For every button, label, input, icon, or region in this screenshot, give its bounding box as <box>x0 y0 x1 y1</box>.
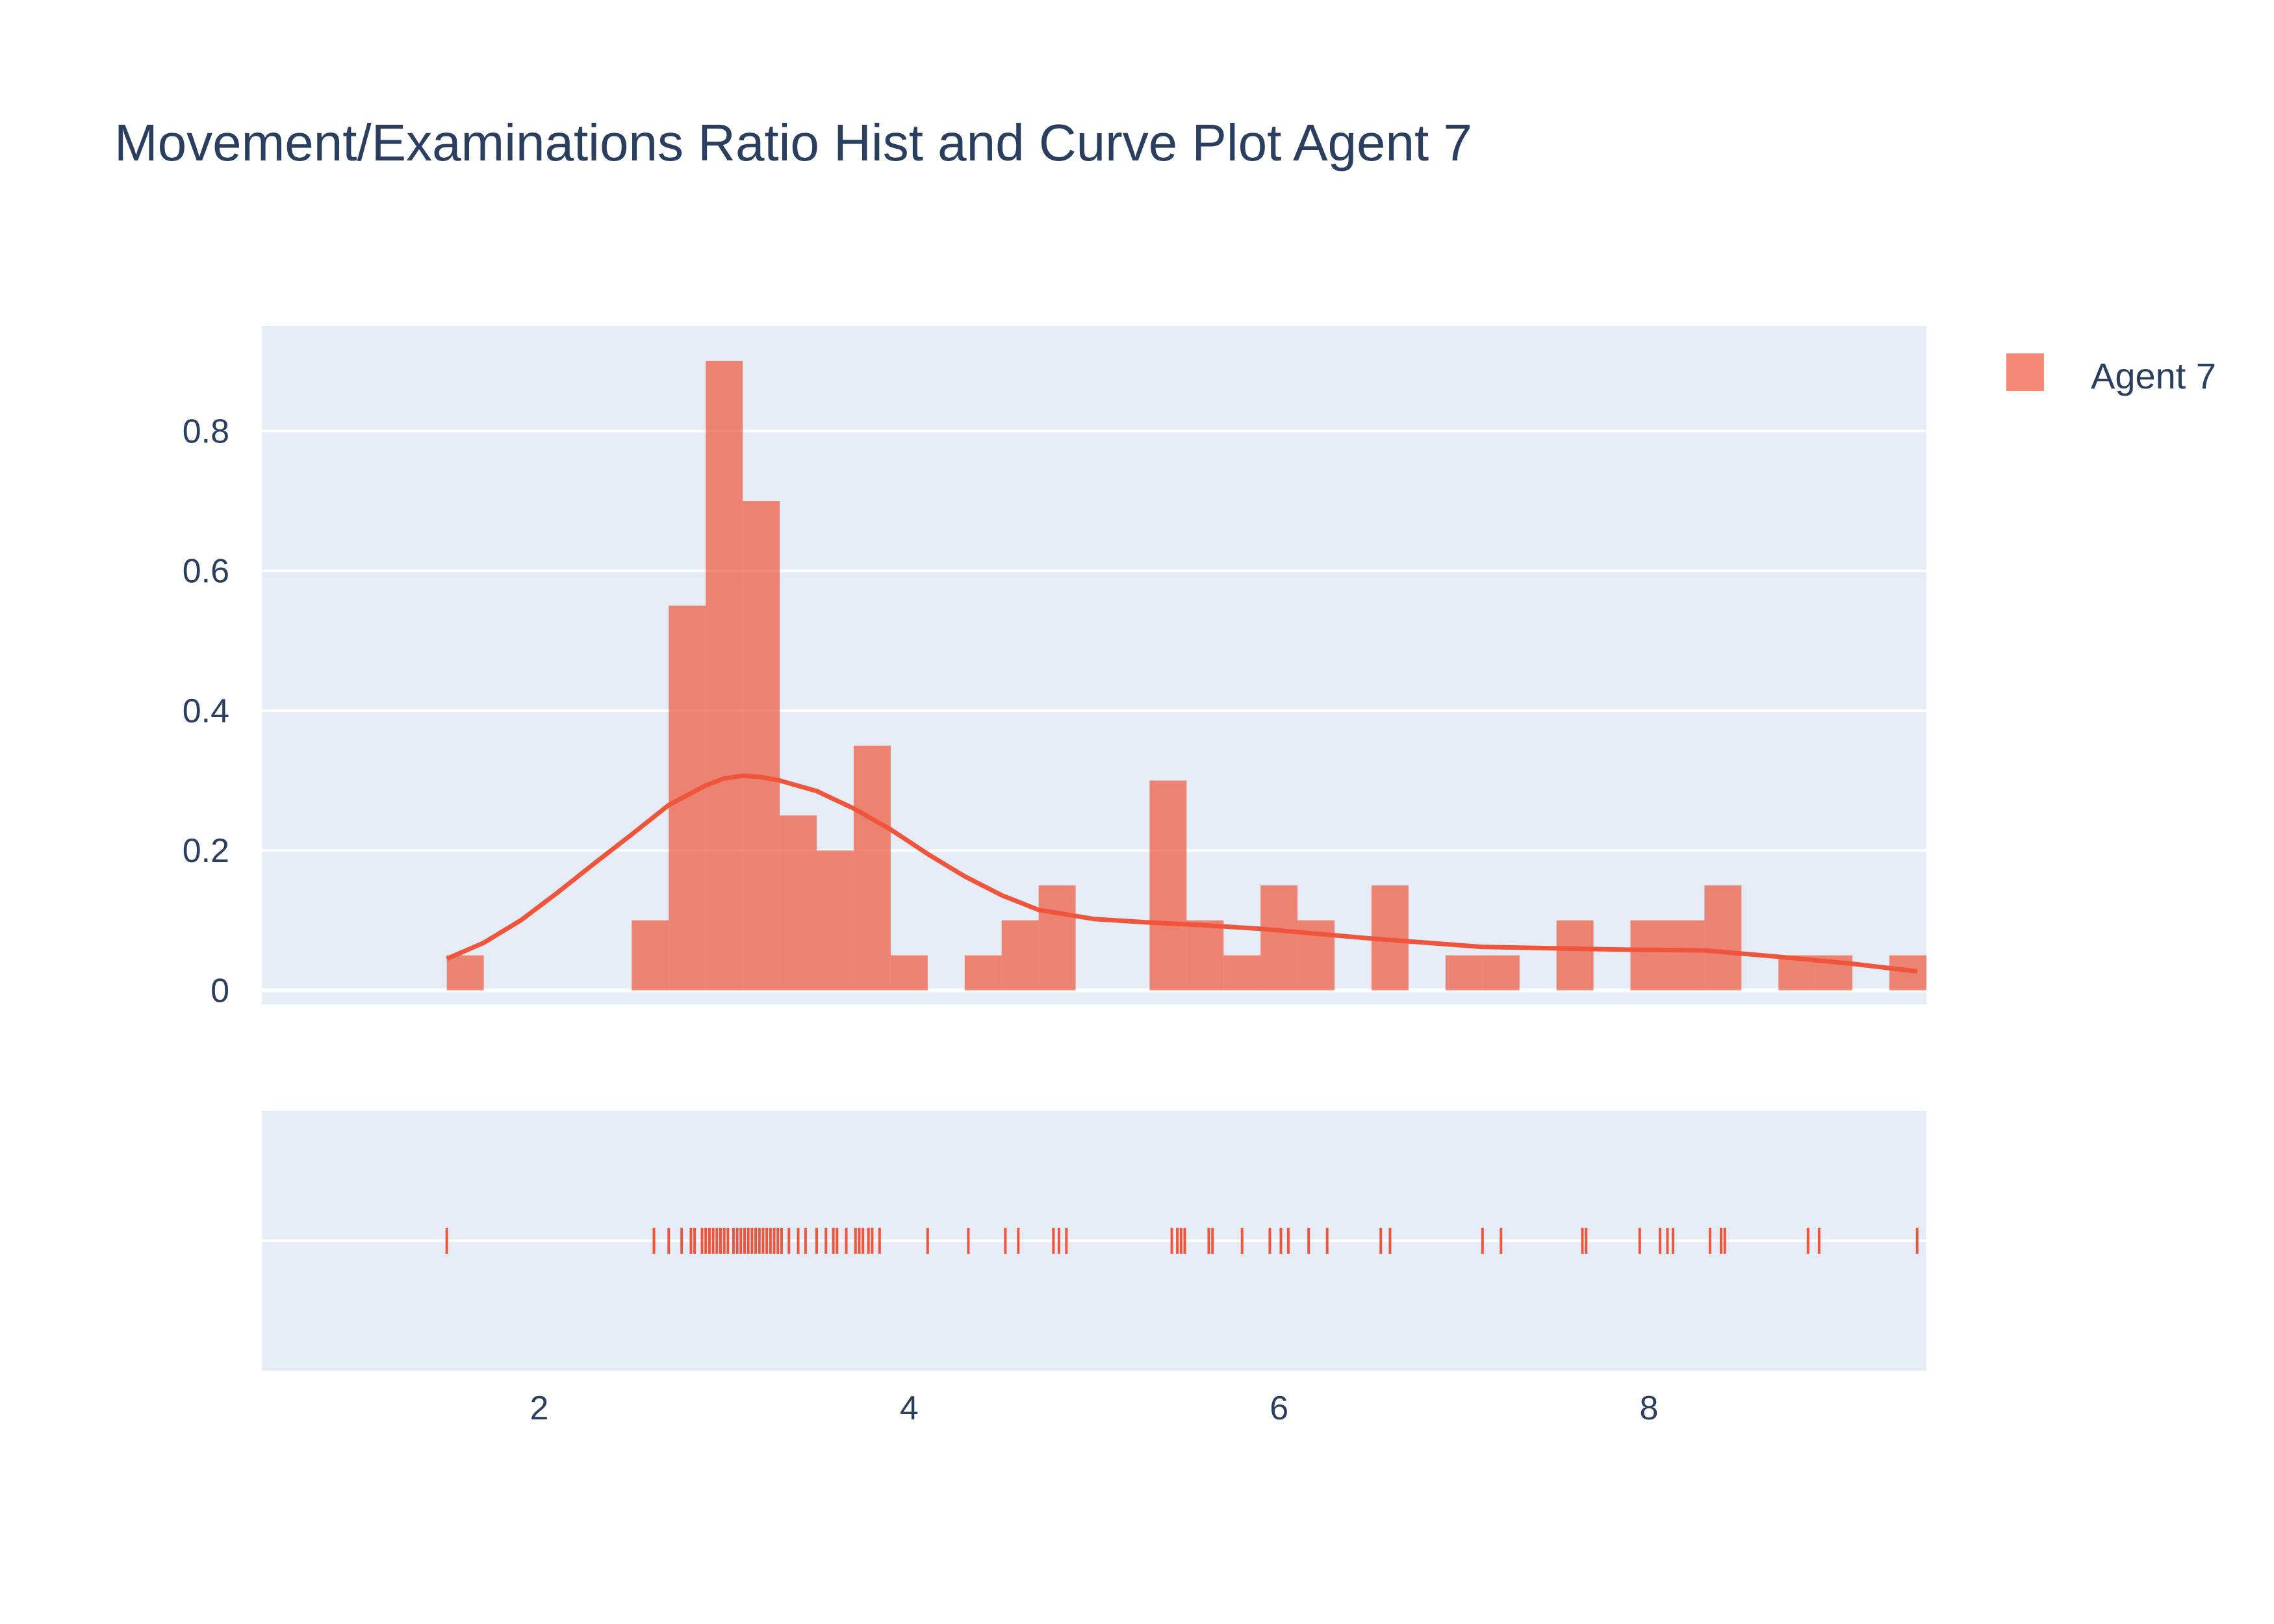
histogram-bar <box>1704 885 1742 991</box>
histogram-bar <box>706 361 743 991</box>
histogram-bar <box>1667 920 1705 991</box>
chart-title: Movement/Examinations Ratio Hist and Cur… <box>114 114 1472 171</box>
histogram-bar <box>669 605 706 991</box>
y-tick-label: 0.8 <box>183 412 229 450</box>
histogram-bar <box>1001 920 1039 991</box>
histogram-plot-area <box>262 326 1926 1004</box>
x-tick-label: 8 <box>1640 1389 1659 1427</box>
y-tick-label: 0 <box>211 972 229 1009</box>
y-tick-label: 0.2 <box>183 832 229 870</box>
histogram-bar <box>853 745 891 991</box>
histogram-bar <box>1260 885 1298 991</box>
histogram-bar <box>1038 885 1076 991</box>
histogram-bar <box>817 850 854 991</box>
x-tick-label: 4 <box>900 1389 919 1427</box>
histogram-bar <box>1223 955 1261 991</box>
histogram-bar <box>1630 920 1668 991</box>
histogram-bars <box>446 361 1926 991</box>
histogram-bar <box>890 955 928 991</box>
histogram-bar <box>446 955 484 991</box>
x-tick-label: 6 <box>1270 1389 1288 1427</box>
histogram-bar <box>1889 955 1926 991</box>
density-curve <box>446 773 1918 974</box>
histogram-bar <box>1556 920 1594 991</box>
y-axis-tick-labels: 0 0.2 0.4 0.6 0.8 <box>183 412 229 1009</box>
rug-ticks <box>445 1228 1919 1254</box>
y-tick-label: 0.6 <box>183 553 229 590</box>
histogram-bar <box>1186 920 1224 991</box>
x-tick-label: 2 <box>530 1389 549 1427</box>
histogram-bar <box>780 815 817 991</box>
x-axis-tick-labels: 2 4 6 8 <box>530 1389 1659 1427</box>
histogram-bar <box>964 955 1002 991</box>
histogram-bar <box>1149 780 1187 991</box>
histogram-bar <box>1445 955 1483 991</box>
histogram-bar <box>632 920 669 991</box>
legend-label-agent-7: Agent 7 <box>2091 355 2216 396</box>
legend[interactable]: Agent 7 <box>2006 353 2216 396</box>
histogram-bar <box>1482 955 1520 991</box>
histogram-bar <box>743 501 780 991</box>
legend-swatch-agent-7 <box>2006 353 2044 391</box>
y-tick-label: 0.4 <box>183 692 229 730</box>
